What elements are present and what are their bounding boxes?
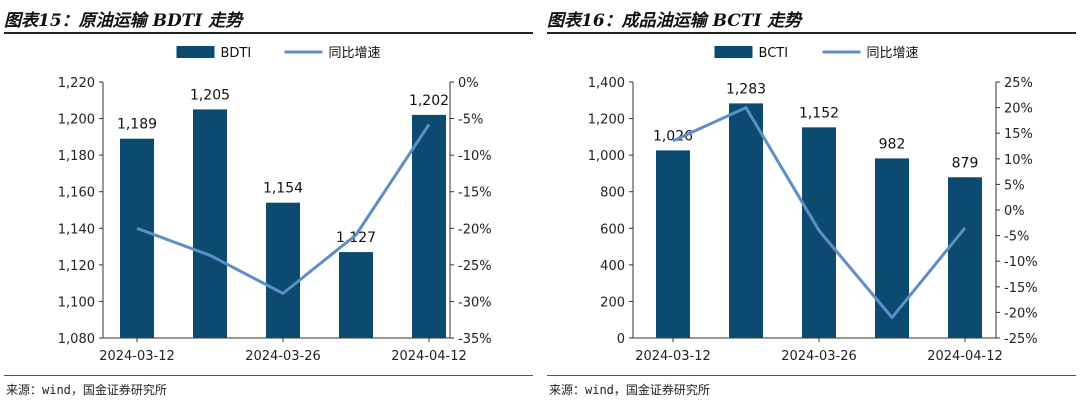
y-right-tick-label: -35% bbox=[458, 332, 492, 347]
y-left-tick-label: 600 bbox=[600, 222, 625, 237]
bar bbox=[339, 252, 373, 338]
y-right-tick-label: 0% bbox=[458, 76, 479, 91]
title-divider bbox=[4, 32, 533, 34]
legend-bar-label: BCTI bbox=[759, 46, 789, 61]
y-right-tick-label: -30% bbox=[458, 295, 492, 310]
x-tick-label: 2024-03-26 bbox=[781, 349, 857, 364]
y-left-tick-label: 1,200 bbox=[588, 113, 625, 128]
y-left-tick-label: 200 bbox=[600, 295, 625, 310]
legend-bar-swatch bbox=[176, 46, 215, 58]
y-left-tick-label: 1,100 bbox=[58, 295, 95, 310]
bottom-divider bbox=[547, 375, 1076, 376]
y-right-tick-label: -10% bbox=[1004, 255, 1038, 270]
bar-value-label: 1,152 bbox=[799, 105, 839, 121]
y-right-tick-label: -25% bbox=[458, 259, 492, 274]
figure-title: 图表15：原油运输 BDTI 走势 bbox=[4, 11, 243, 31]
x-tick-label: 2024-03-12 bbox=[99, 349, 175, 364]
bcti-panel: 图表16：成品油运输 BCTI 走势 BCTI 同比增速 0 200 400 600 800… bbox=[543, 0, 1086, 404]
bar bbox=[729, 103, 763, 338]
bar-value-label: 1,189 bbox=[117, 117, 157, 133]
y-left-tick-label: 1,120 bbox=[58, 259, 95, 274]
x-tick-label: 2024-04-12 bbox=[927, 349, 1003, 364]
bcti-chart: BCTI 同比增速 0 200 400 600 800 1,000 1,200 1,400 -25%… bbox=[588, 46, 1038, 364]
x-tick-label: 2024-04-12 bbox=[391, 349, 467, 364]
bar bbox=[875, 158, 909, 338]
y-left-tick-label: 1,140 bbox=[58, 222, 95, 237]
bar-value-label: 982 bbox=[879, 136, 906, 152]
bar-value-label: 1,026 bbox=[653, 128, 693, 144]
y-right-tick-label: -20% bbox=[458, 222, 492, 237]
y-right-tick-label: -10% bbox=[458, 149, 492, 164]
y-right-tick-label: 5% bbox=[1004, 178, 1025, 193]
x-tick-label: 2024-03-26 bbox=[245, 349, 321, 364]
y-left-tick-label: 1,400 bbox=[588, 76, 625, 91]
bar bbox=[120, 138, 154, 338]
figure-title: 图表16：成品油运输 BCTI 走势 bbox=[547, 11, 802, 31]
y-left-tick-label: 1,200 bbox=[58, 113, 95, 128]
y-left-tick-label: 1,180 bbox=[58, 149, 95, 164]
bdti-chart: BDTI 同比增速 1,080 1,100 1,120 1,140 1,160 1,180 1,… bbox=[58, 46, 492, 364]
y-right-tick-label: 15% bbox=[1004, 127, 1033, 142]
bdti-panel: 图表15：原油运输 BDTI 走势 BDTI 同比增速 1,080 1,100 1,12… bbox=[4, 11, 533, 397]
bar bbox=[948, 177, 982, 338]
legend-line-label: 同比增速 bbox=[867, 46, 919, 61]
bar bbox=[193, 109, 227, 338]
bar-value-label: 1,283 bbox=[726, 81, 766, 97]
y-right-tick-label: 10% bbox=[1004, 153, 1033, 168]
source-note: 来源：wind，国金证券研究所 bbox=[549, 383, 710, 397]
y-left-tick-label: 800 bbox=[600, 186, 625, 201]
y-right-tick-label: 0% bbox=[1004, 204, 1025, 219]
bar-value-label: 1,205 bbox=[190, 87, 230, 103]
y-right-tick-label: -5% bbox=[1004, 230, 1029, 245]
legend-bar-swatch bbox=[714, 46, 753, 58]
y-left-tick-label: 1,160 bbox=[58, 186, 95, 201]
y-right-tick-label: 20% bbox=[1004, 102, 1033, 117]
bar-value-label: 1,202 bbox=[409, 93, 449, 109]
y-right-tick-label: 25% bbox=[1004, 76, 1033, 91]
bottom-divider bbox=[4, 375, 533, 376]
bar bbox=[412, 114, 446, 339]
legend-line-label: 同比增速 bbox=[329, 46, 381, 61]
bar bbox=[266, 202, 300, 338]
y-left-tick-label: 1,220 bbox=[58, 76, 95, 91]
bar bbox=[656, 150, 690, 338]
x-tick-label: 2024-03-12 bbox=[635, 349, 711, 364]
y-left-tick-label: 400 bbox=[600, 259, 625, 274]
bar-value-label: 879 bbox=[952, 155, 979, 171]
y-left-tick-label: 1,000 bbox=[588, 149, 625, 164]
title-divider bbox=[547, 32, 1076, 34]
y-right-tick-label: -15% bbox=[458, 186, 492, 201]
y-right-tick-label: -20% bbox=[1004, 306, 1038, 321]
y-right-tick-label: -5% bbox=[458, 113, 483, 128]
y-left-tick-label: 1,080 bbox=[58, 332, 95, 347]
y-left-tick-label: 0 bbox=[617, 332, 625, 347]
y-right-tick-label: -15% bbox=[1004, 281, 1038, 296]
y-right-tick-label: -25% bbox=[1004, 332, 1038, 347]
source-note: 来源：wind，国金证券研究所 bbox=[6, 383, 167, 397]
legend-bar-label: BDTI bbox=[221, 46, 252, 61]
bar-value-label: 1,154 bbox=[263, 181, 303, 197]
